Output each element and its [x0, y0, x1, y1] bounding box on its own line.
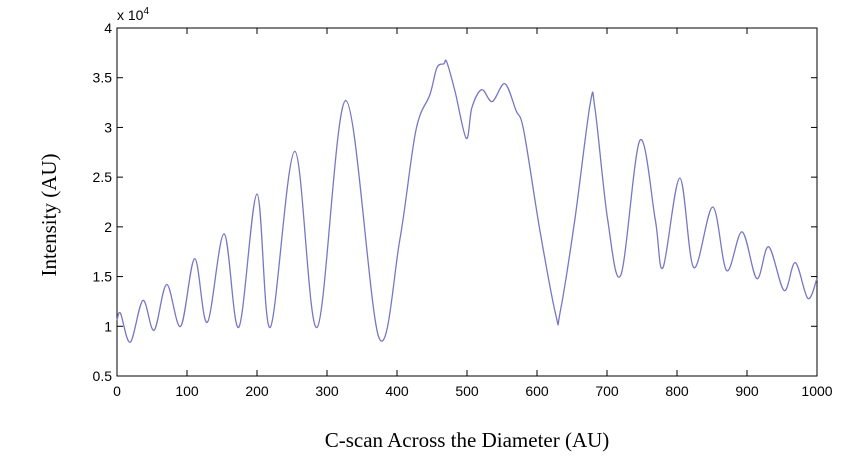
x-tick-label: 300 — [315, 383, 339, 399]
y-tick-label: 0.5 — [93, 368, 113, 384]
x-tick-label: 900 — [735, 383, 759, 399]
x-tick-label: 400 — [385, 383, 409, 399]
x-tick-label: 0 — [113, 383, 121, 399]
y-tick-label: 4 — [104, 20, 112, 36]
y-tick-label: 1 — [104, 318, 112, 334]
y-tick-label: 2.5 — [93, 169, 113, 185]
x-tick-label: 500 — [455, 383, 479, 399]
x-tick-label: 200 — [245, 383, 269, 399]
x-tick-label: 700 — [595, 383, 619, 399]
y-tick-label: 3.5 — [93, 70, 113, 86]
y-multiplier: x 104 — [117, 6, 149, 23]
y-multiplier-exponent: 4 — [143, 6, 149, 17]
x-axis-title: C-scan Across the Diameter (AU) — [325, 428, 610, 452]
y-multiplier-base: x 10 — [117, 7, 144, 23]
y-tick-label: 1.5 — [93, 269, 113, 285]
data-line — [116, 59, 818, 343]
y-tick-label: 3 — [104, 119, 112, 135]
y-axis-title: Intensity (AU) — [37, 153, 61, 276]
x-tick-label: 600 — [525, 383, 549, 399]
x-tick-label: 100 — [175, 383, 199, 399]
x-tick-label: 800 — [665, 383, 689, 399]
plot-frame — [116, 27, 818, 377]
y-tick-label: 2 — [104, 219, 112, 235]
x-tick-label: 1000 — [801, 383, 832, 399]
